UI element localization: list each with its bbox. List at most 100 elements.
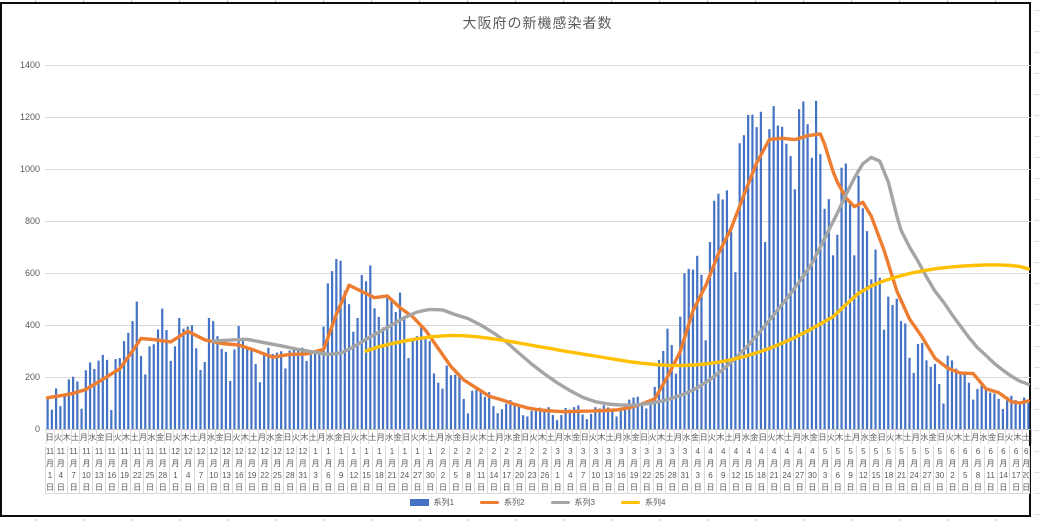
worksheet-gridline-stub <box>1034 262 1040 263</box>
x-axis-date-label: 11 月 13 日 <box>92 446 105 494</box>
x-axis-weekday-label: 日 <box>937 433 946 442</box>
x-axis-weekday-label: 火 <box>470 433 479 442</box>
x-axis-weekday-label: 土 <box>606 433 615 442</box>
worksheet-gridline-stub <box>803 519 804 521</box>
x-axis-date-label: 3 月 16 日 <box>614 446 628 494</box>
legend-item-series4[interactable]: 系列4 <box>620 497 665 508</box>
worksheet-gridline-stub <box>1034 52 1040 53</box>
worksheet-gridline-stub <box>611 519 612 521</box>
worksheet-gridline-stub <box>1034 73 1040 74</box>
x-axis-date-label: 12 月 31 日 <box>295 446 309 494</box>
worksheet-gridline-stub <box>227 519 228 521</box>
x-axis-date-label: 2 月 23 日 <box>525 446 538 494</box>
x-axis-weekday-label: 日 <box>877 433 886 442</box>
worksheet-gridline-stub <box>1034 493 1040 494</box>
x-axis-weekday-label: 火 <box>529 433 538 442</box>
x-axis-weekday-label: 水 <box>266 433 275 442</box>
x-axis-weekday-label: 金 <box>691 433 700 442</box>
x-axis-date-label: 3 月 31 日 <box>678 446 691 494</box>
x-axis-weekday-label: 水 <box>801 433 810 442</box>
legend-label: 系列1 <box>433 498 455 507</box>
x-axis-weekday-label: 火 <box>589 433 598 442</box>
x-axis-weekday-label: 木 <box>894 433 903 442</box>
x-axis-weekday-label: 火 <box>767 433 776 442</box>
x-axis-weekday-label: 月 <box>258 433 267 442</box>
worksheet-gridline-stub <box>1034 367 1040 368</box>
x-axis-weekday-label: 月 <box>436 433 445 442</box>
worksheet-gridline-stub <box>563 519 564 521</box>
x-axis-date-label: 12 月 28 日 <box>283 446 296 494</box>
worksheet-gridline-stub <box>755 519 756 521</box>
x-axis-date-label: 6 月 11 日 <box>983 446 997 494</box>
x-axis-date-label: 3 月 13 日 <box>601 446 615 494</box>
x-axis-weekday-label: 金 <box>334 433 343 442</box>
worksheet-gridline-stub <box>1034 115 1040 116</box>
line-swatch-icon <box>480 501 500 504</box>
x-axis-weekday-label: 木 <box>300 433 309 442</box>
x-axis-weekday-label: 土 <box>962 433 971 442</box>
x-axis-weekday-label: 土 <box>546 433 555 442</box>
legend-item-series2[interactable]: 系列2 <box>480 497 525 508</box>
worksheet-gridline-stub <box>947 519 948 521</box>
x-axis-date-label: 3 月 10 日 <box>588 446 602 494</box>
x-axis-tick-marks <box>46 429 1032 444</box>
x-axis-weekday-label: 火 <box>232 433 241 442</box>
worksheet-gridline-stub <box>371 519 372 521</box>
worksheet-gridline-stub <box>83 519 84 521</box>
worksheet-gridline-stub <box>1034 199 1040 200</box>
x-axis-date-label: 5 月 15 日 <box>869 446 882 494</box>
x-axis-date-label: 4 月 24 日 <box>780 446 793 494</box>
x-axis-weekday-label: 土 <box>725 433 734 442</box>
worksheet-gridline-stub <box>1034 472 1040 473</box>
x-axis-weekday-label: 火 <box>351 433 360 442</box>
line-series-4[interactable] <box>364 263 1031 368</box>
worksheet-gridline-stub <box>323 0 324 2</box>
worksheet-gridline-stub <box>179 0 180 2</box>
y-axis-tick-label: 800 <box>24 216 40 226</box>
x-axis-weekday-label: 金 <box>988 433 997 442</box>
x-axis-weekday-label: 金 <box>869 433 878 442</box>
worksheet-gridline-stub <box>1034 10 1040 11</box>
legend-item-series3[interactable]: 系列3 <box>550 497 595 508</box>
worksheet-gridline-stub <box>419 0 420 2</box>
line-series-2[interactable] <box>45 132 1031 414</box>
chart-legend[interactable]: 系列1 系列2 系列3 系列4 <box>45 497 1030 508</box>
worksheet-gridline-stub <box>707 0 708 2</box>
bars-series-1[interactable] <box>46 100 1030 430</box>
x-axis-weekday-label: 日 <box>105 433 114 442</box>
x-axis-date-label: 12 月 16 日 <box>232 446 246 494</box>
x-axis-date-label: 3 月 25 日 <box>652 446 666 494</box>
x-axis-weekday-label: 土 <box>308 433 317 442</box>
x-axis-weekday-label: 日 <box>461 433 470 442</box>
x-axis-weekday-label: 水 <box>920 433 929 442</box>
worksheet-gridline-stub <box>1034 346 1040 347</box>
x-axis-weekday-label: 金 <box>96 433 105 442</box>
x-axis-date-label: 12 月 22 日 <box>257 446 271 494</box>
legend-item-series1[interactable]: 系列1 <box>409 497 455 508</box>
x-axis-weekday-label: 土 <box>1022 433 1031 442</box>
x-axis-weekday-label: 金 <box>453 433 462 442</box>
x-axis-date-label: 12 月 1 日 <box>168 446 182 494</box>
worksheet-gridline-stub <box>659 0 660 2</box>
x-axis-date-label: 11 月 7 日 <box>66 446 80 494</box>
x-axis-weekday-label: 火 <box>113 433 122 442</box>
line-series-3[interactable] <box>211 155 1031 407</box>
x-axis-weekday-label: 土 <box>427 433 436 442</box>
legend-label: 系列3 <box>574 498 595 507</box>
chart-title[interactable]: 大阪府の新機感染者数 <box>462 15 613 31</box>
x-axis-weekday-label: 月 <box>495 433 504 442</box>
worksheet-gridline-stub <box>1034 388 1040 389</box>
x-axis-weekday-label: 木 <box>954 433 963 442</box>
x-axis-weekday-label: 水 <box>504 433 513 442</box>
worksheet-gridline-stub <box>1034 178 1040 179</box>
line-swatch-icon <box>620 501 640 504</box>
y-axis-tick-label: 400 <box>24 320 40 330</box>
worksheet-gridline-stub <box>467 519 468 521</box>
worksheet-gridline-stub <box>659 519 660 521</box>
